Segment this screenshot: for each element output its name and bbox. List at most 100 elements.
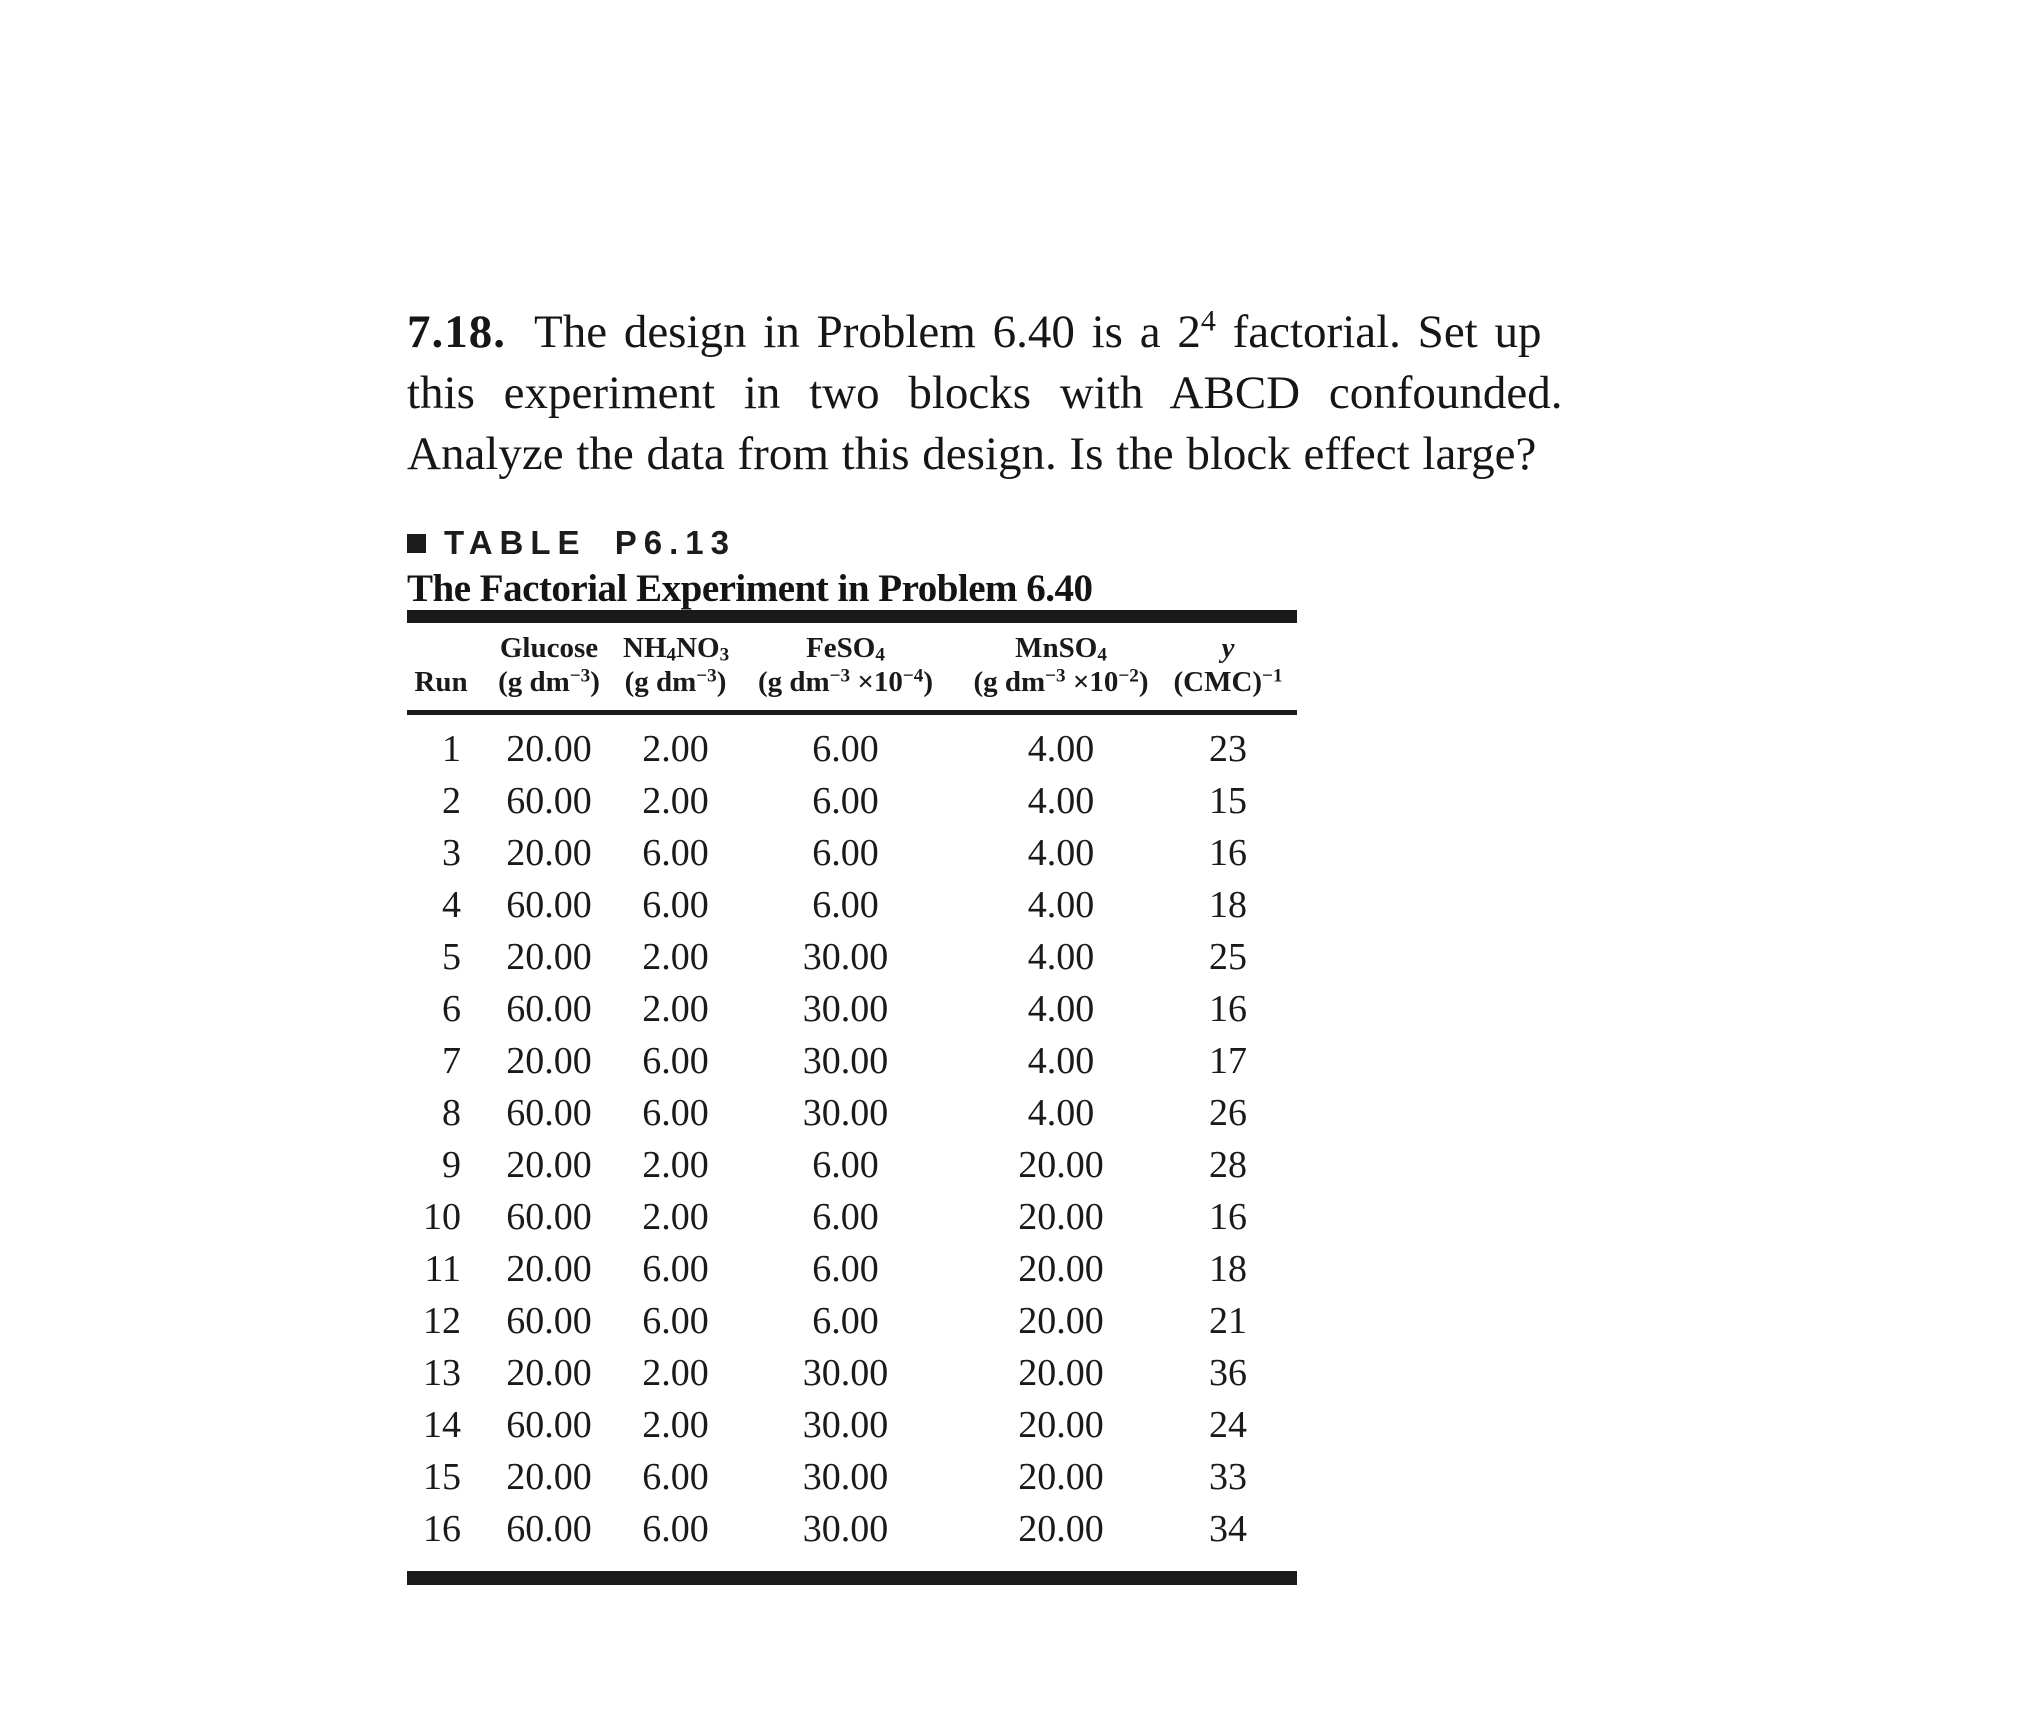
cell-y: 16 [1209,1196,1247,1238]
cell-nh4no3: 6.00 [642,884,709,926]
mnso4-name: MnSO4 [963,631,1159,665]
table-header-rule [407,710,1297,715]
cell-mnso4: 4.00 [1027,780,1095,822]
cell-glucose: 20.00 [506,936,592,978]
feso4-name: FeSO4 [728,631,963,665]
cell-feso4: 30.00 [802,1092,889,1134]
cell-mnso4: 4.00 [1027,936,1095,978]
cell-nh4no3: 2.00 [642,728,709,770]
cell-glucose: 60.00 [506,988,592,1030]
table-row: 5 20.00 2.00 30.00 4.00 25 [407,931,1297,983]
cell-nh4no3: 6.00 [642,1456,709,1498]
cell-mnso4: 20.00 [1018,1508,1104,1550]
y-name-text: y [1221,632,1235,664]
cell-nh4no3: 2.00 [642,1404,709,1446]
mnso4-name-p1: MnSO [1015,632,1098,664]
y-unit: (CMC)−1 [1159,665,1297,700]
cell-run: 4 [442,884,461,926]
cell-run: 14 [423,1404,461,1446]
table-row: 8 60.00 6.00 30.00 4.00 26 [407,1087,1297,1139]
cell-run: 7 [442,1040,461,1082]
cell-glucose: 60.00 [506,780,592,822]
cell-y: 16 [1209,832,1247,874]
col-header-glucose: Glucose (g dm−3) [475,631,623,700]
exponent-four: 4 [1200,303,1216,338]
cell-nh4no3: 6.00 [642,832,709,874]
cell-feso4: 30.00 [802,988,889,1030]
cell-nh4no3: 2.00 [642,1196,709,1238]
cell-glucose: 20.00 [506,1456,592,1498]
cell-glucose: 60.00 [506,1196,592,1238]
run-label: Run [414,666,468,698]
cell-glucose: 20.00 [506,1040,592,1082]
problem-line-2: this experiment in two blocks with ABCD … [407,367,1563,419]
cell-feso4: 6.00 [812,1248,879,1290]
cell-run: 2 [442,780,461,822]
cell-feso4: 30.00 [802,1404,889,1446]
cell-run: 1 [442,728,461,770]
cell-feso4: 6.00 [812,780,879,822]
mnso4-sub-4: 4 [1097,644,1107,666]
cell-nh4no3: 6.00 [642,1248,709,1290]
cell-y: 36 [1209,1352,1247,1394]
y-name: y [1159,631,1297,665]
cell-nh4no3: 6.00 [642,1508,709,1550]
cell-y: 18 [1209,1248,1247,1290]
cell-glucose: 20.00 [506,1248,592,1290]
nh4no3-sub-4: 4 [666,644,677,666]
cell-glucose: 60.00 [506,1404,592,1446]
cell-feso4: 30.00 [802,1352,889,1394]
cell-y: 26 [1209,1092,1247,1134]
cell-glucose: 20.00 [506,728,592,770]
mnso4-unit: (g dm−3 ×10−2) [963,665,1159,700]
problem-number: 7.18. [407,306,506,358]
table-row: 7 20.00 6.00 30.00 4.00 17 [407,1035,1297,1087]
cell-nh4no3: 2.00 [642,936,709,978]
feso4-unit-exponent1: −3 [829,665,851,687]
table-row: 6 60.00 2.00 30.00 4.00 16 [407,983,1297,1035]
table-row: 4 60.00 6.00 6.00 4.00 18 [407,879,1297,931]
table-row: 15 20.00 6.00 30.00 20.00 33 [407,1451,1297,1503]
cell-feso4: 6.00 [812,1300,879,1342]
cell-run: 3 [442,832,461,874]
cell-mnso4: 20.00 [1018,1300,1104,1342]
cell-run: 8 [442,1092,461,1134]
cell-y: 15 [1209,780,1247,822]
nh4no3-sub-3: 3 [719,644,730,666]
cell-y: 23 [1209,728,1247,770]
cell-mnso4: 4.00 [1027,832,1095,874]
mnso4-unit-exponent1: −3 [1045,665,1066,687]
cell-glucose: 20.00 [506,1352,592,1394]
data-table: Run Glucose (g dm−3) NH4NO3 (g dm−3) FeS… [407,610,1297,1585]
cell-glucose: 60.00 [506,884,592,926]
col-header-y: y (CMC)−1 [1159,631,1297,700]
cell-nh4no3: 6.00 [642,1300,709,1342]
cell-y: 24 [1209,1404,1247,1446]
table-label: TABLE P6.13 [407,524,736,562]
nh4no3-unit: (g dm−3) [623,665,728,700]
col-header-mnso4: MnSO4 (g dm−3 ×10−2) [963,631,1159,700]
y-unit-pre: (CMC) [1173,666,1263,698]
glucose-name-text: Glucose [499,632,599,664]
cell-run: 16 [423,1508,461,1550]
table-row: 3 20.00 6.00 6.00 4.00 16 [407,827,1297,879]
cell-mnso4: 4.00 [1027,1092,1095,1134]
col-header-nh4no3: NH4NO3 (g dm−3) [623,631,730,700]
table-row: 12 60.00 6.00 6.00 20.00 21 [407,1295,1297,1347]
table-body: 1 20.00 2.00 6.00 4.00 23 2 60.00 2.00 6… [407,715,1297,1555]
cell-feso4: 30.00 [802,1040,889,1082]
col-header-feso4: FeSO4 (g dm−3 ×10−4) [728,631,963,700]
table-row: 10 60.00 2.00 6.00 20.00 16 [407,1191,1297,1243]
feso4-unit-post: ) [923,666,934,698]
cell-mnso4: 20.00 [1018,1456,1104,1498]
cell-mnso4: 20.00 [1018,1404,1104,1446]
nh4no3-name-p1: NH [623,632,667,664]
table-row: 1 20.00 2.00 6.00 4.00 23 [407,723,1297,775]
cell-mnso4: 20.00 [1018,1248,1104,1290]
cell-nh4no3: 6.00 [642,1040,709,1082]
cell-run: 5 [442,936,461,978]
cell-feso4: 6.00 [812,884,879,926]
cell-y: 21 [1209,1300,1247,1342]
cell-mnso4: 4.00 [1027,1040,1095,1082]
cell-nh4no3: 2.00 [642,988,709,1030]
